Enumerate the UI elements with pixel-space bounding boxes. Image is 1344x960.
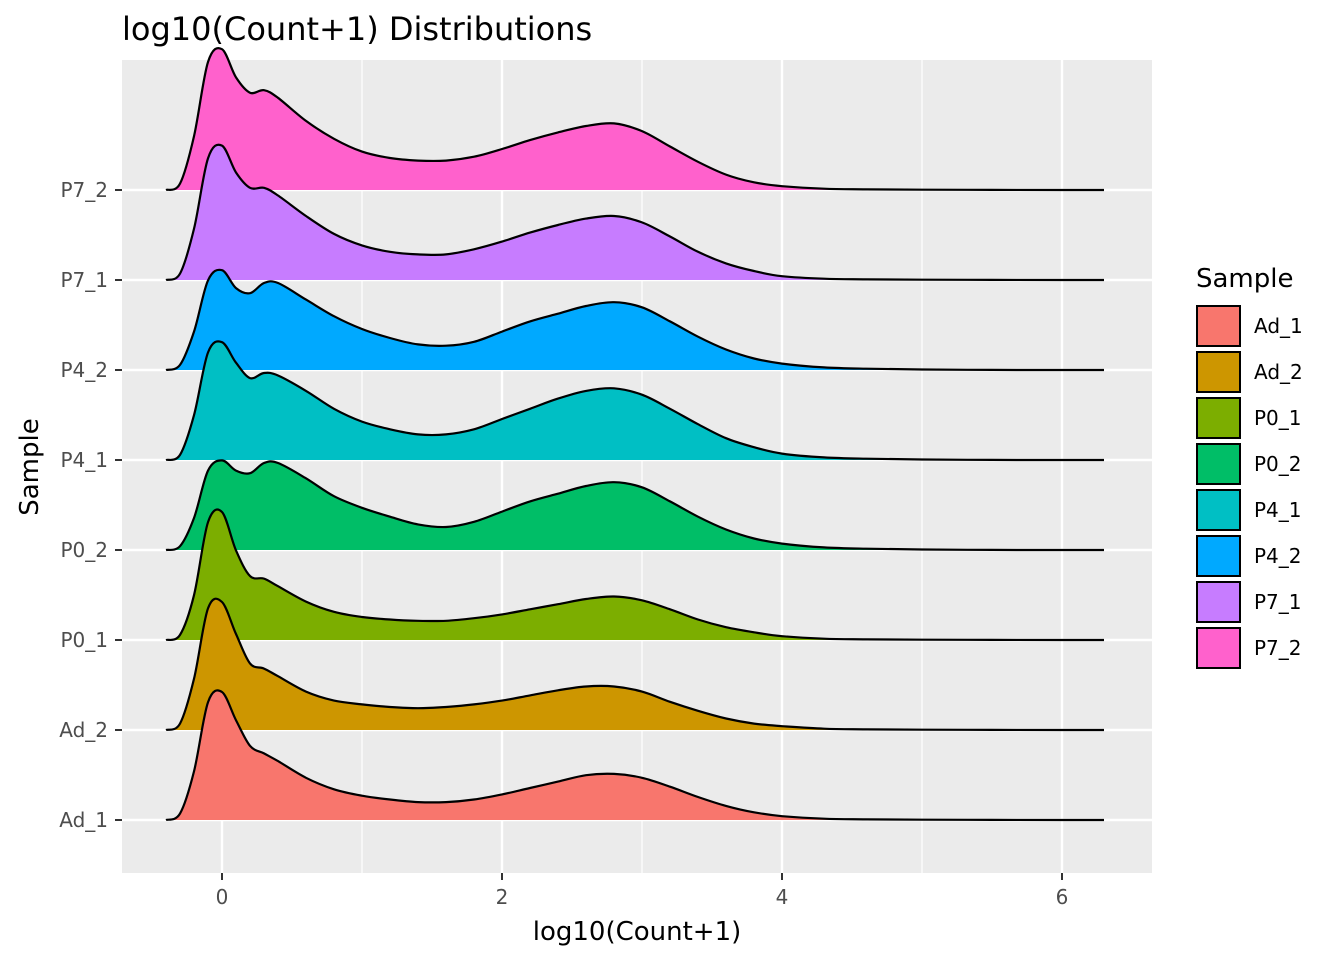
ridge-fill-p0-1 (166, 509, 1104, 640)
y-tick-label: P4_1 (60, 448, 108, 472)
y-tick-label: P7_1 (60, 268, 108, 292)
legend-label: P0_2 (1254, 452, 1302, 476)
legend: Sample Ad_1 Ad_2 P0_1 P0_2 P4_1 P4_2 P7_1 P7_2 (1196, 264, 1303, 669)
y-axis-title: Sample (15, 418, 45, 516)
legend-label: P4_2 (1254, 544, 1302, 568)
ridge-line-p4-2 (165, 268, 1104, 372)
ridge-fill-p7-1 (166, 144, 1104, 280)
ridge-line-p4-1 (165, 340, 1104, 462)
y-tick-label: Ad_2 (59, 718, 108, 742)
legend-label: Ad_1 (1254, 314, 1303, 338)
legend-label: Ad_2 (1254, 360, 1303, 384)
ridge-line-p7-1 (165, 143, 1104, 282)
legend-label: P7_1 (1254, 590, 1302, 614)
ridge-line-ad-1 (165, 689, 1104, 822)
legend-key-ad-2 (1196, 351, 1241, 393)
y-tick-label: P7_2 (60, 178, 108, 202)
x-tick-label: 4 (776, 885, 789, 909)
legend-label: P4_1 (1254, 498, 1302, 522)
ridge-fill-p0-2 (166, 460, 1104, 550)
legend-label: P7_2 (1254, 636, 1302, 660)
ridge-line-p7-2 (165, 46, 1104, 192)
y-tick-label: P4_2 (60, 358, 108, 382)
y-tick-label: P0_1 (60, 628, 108, 652)
ridge-fill-ad-2 (166, 598, 1104, 730)
chart-title: log10(Count+1) Distributions (122, 10, 592, 48)
legend-title: Sample (1196, 264, 1294, 294)
x-tick-label: 0 (216, 885, 229, 909)
legend-key-p0-1 (1196, 397, 1241, 439)
ridge-fill-p4-1 (166, 341, 1104, 460)
minor-gridlines (361, 60, 923, 873)
x-tick-label: 6 (1056, 885, 1069, 909)
y-tick-label: Ad_1 (59, 808, 108, 832)
ridge-fill-p7-2 (166, 48, 1104, 190)
ridge-fill-ad-1 (166, 690, 1104, 820)
x-tick-label: 2 (496, 885, 509, 909)
plot-panel (122, 60, 1152, 873)
legend-key-p4-1 (1196, 489, 1241, 531)
y-axis: Ad_1 Ad_2 P0_1 P0_2 P4_1 P4_2 P7_1 P7_2 (59, 178, 122, 832)
legend-items: Ad_1 Ad_2 P0_1 P0_2 P4_1 P4_2 P7_1 P7_2 (1196, 305, 1303, 669)
ridge-fill-p4-2 (166, 269, 1104, 370)
legend-key-p0-2 (1196, 443, 1241, 485)
legend-key-p7-1 (1196, 581, 1241, 623)
y-tick-label: P0_2 (60, 538, 108, 562)
x-axis: 0 2 4 6 (216, 873, 1069, 909)
ridge-line-ad-2 (165, 597, 1104, 732)
x-axis-title: log10(Count+1) (533, 917, 742, 947)
ridge-line-p0-1 (165, 508, 1104, 642)
legend-label: P0_1 (1254, 406, 1302, 430)
density-ridges (165, 46, 1104, 822)
legend-key-ad-1 (1196, 305, 1241, 347)
ridge-line-p0-2 (165, 459, 1104, 552)
legend-key-p7-2 (1196, 627, 1241, 669)
legend-key-p4-2 (1196, 535, 1241, 577)
